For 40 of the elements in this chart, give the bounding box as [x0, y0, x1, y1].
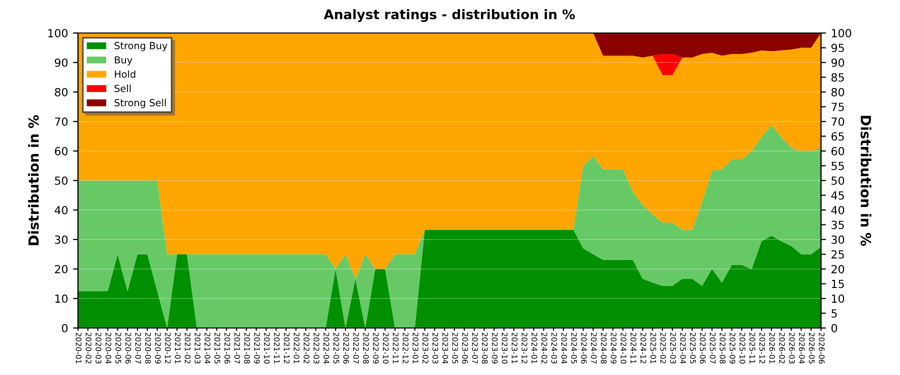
y-tick-label: 80 — [54, 88, 68, 96]
y-axis-title: Distribution in % — [28, 115, 39, 246]
y2-tick-label: 0 — [831, 324, 838, 332]
chart-title: Analyst ratings - distribution in % — [324, 9, 575, 22]
y-tick-label: 0 — [62, 324, 68, 332]
legend-label: Buy — [114, 56, 132, 66]
y2-tick-label: 10 — [832, 294, 844, 303]
y2-tick-label: 55 — [832, 162, 844, 170]
y2-tick-label: 90 — [831, 58, 844, 67]
y2-tick-label: 35 — [832, 220, 844, 230]
series-label: Sell — [114, 84, 131, 92]
series-label: Hold — [114, 70, 136, 78]
y-tick-label: 20 — [54, 264, 68, 274]
y2-tick-label: 65 — [832, 132, 844, 141]
y2-tick-label: 85 — [831, 73, 844, 82]
y-tick-label: 90 — [54, 58, 68, 67]
y2-tick-label: 50 — [832, 176, 844, 185]
y2-tick-label: 5 — [832, 309, 837, 318]
y2-tick-label: 40 — [831, 206, 844, 214]
legend-label: Strong Buy — [114, 42, 168, 52]
y2-axis-title: Distribution in % — [860, 116, 872, 246]
y-tick-label: 70 — [55, 117, 68, 126]
y2-tick-label: 95 — [831, 44, 844, 52]
y2-tick-label: 60 — [832, 146, 844, 156]
y2-tick-label: 30 — [832, 235, 844, 244]
y2-tick-label: 100 — [832, 28, 852, 38]
y2-tick-label: 70 — [832, 117, 844, 126]
y-tick-label: 30 — [54, 235, 68, 244]
series-label: Strong Sell — [114, 98, 166, 108]
y2-tick-label: 15 — [832, 280, 844, 288]
y2-tick-label: 80 — [831, 88, 844, 96]
y-tick-label: 50 — [54, 176, 68, 185]
y-tick-label: 60 — [54, 146, 68, 156]
y-tick-label: 100 — [48, 28, 68, 38]
y2-tick-label: 75 — [832, 102, 844, 112]
y-tick-label: 10 — [55, 294, 68, 303]
y2-tick-label: 25 — [832, 250, 844, 259]
y2-tick-label: 20 — [832, 264, 844, 274]
y-tick-label: 40 — [54, 206, 68, 214]
y2-tick-label: 45 — [831, 191, 844, 200]
